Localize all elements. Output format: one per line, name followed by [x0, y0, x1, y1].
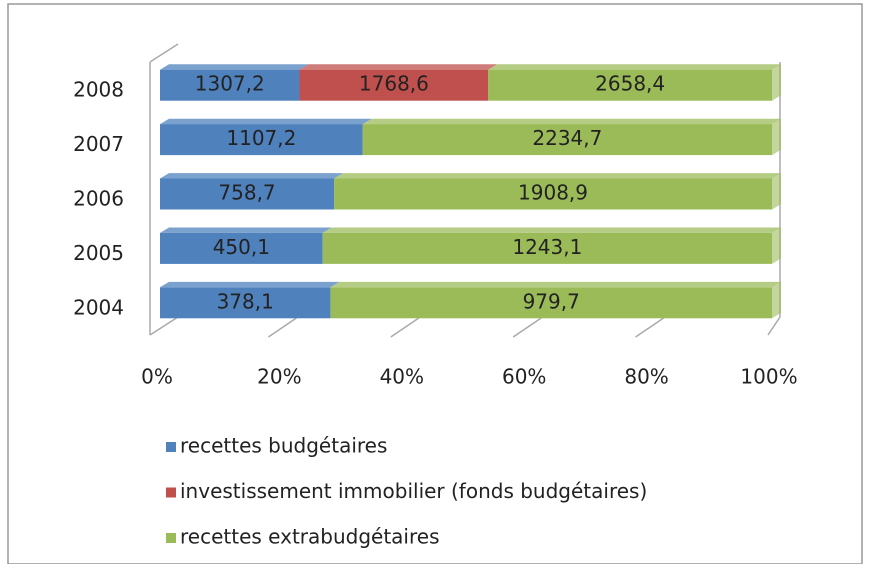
data-label: 1243,1 — [512, 235, 582, 259]
grid-line — [635, 317, 665, 338]
data-label: 758,7 — [218, 181, 275, 205]
bar-side — [772, 227, 781, 264]
bar-top — [322, 227, 781, 233]
bar-top — [160, 281, 340, 288]
bar — [160, 124, 363, 156]
data-label: 1768,6 — [359, 72, 429, 96]
bar — [160, 178, 335, 210]
bar-top — [160, 227, 332, 233]
bar-top — [160, 118, 372, 125]
y-tick-label: 2004 — [73, 295, 124, 319]
legend-swatch — [166, 533, 176, 543]
grid-line — [267, 317, 297, 338]
legend-swatch — [166, 442, 176, 452]
y-tick-label: 2008 — [73, 78, 124, 102]
bar-top — [334, 173, 781, 179]
data-label: 2234,7 — [532, 126, 602, 150]
legend-label: recettes extrabudgétaires — [180, 525, 440, 549]
data-label: 450,1 — [213, 235, 270, 259]
bar-side — [772, 281, 781, 319]
x-tick-label: 0% — [141, 365, 173, 389]
y-tick-label: 2005 — [73, 241, 124, 265]
x-tick-label: 40% — [380, 365, 424, 389]
data-label: 378,1 — [217, 289, 274, 313]
bar — [334, 178, 772, 210]
data-label: 1307,2 — [195, 72, 265, 96]
legend-label: investissement immobilier (fonds budgéta… — [180, 479, 647, 503]
x-tick-label: 100% — [740, 365, 797, 389]
bar-top — [160, 64, 309, 70]
bar-side — [772, 118, 781, 156]
x-tick-label: 80% — [624, 365, 668, 389]
data-label: 2658,4 — [595, 72, 665, 96]
bar-top — [488, 64, 781, 70]
bar-side — [772, 173, 781, 210]
x-tick-label: 60% — [502, 365, 546, 389]
data-label: 1107,2 — [226, 126, 296, 150]
floor-edge — [767, 316, 781, 336]
y-tick-label: 2007 — [73, 132, 124, 156]
bar — [160, 232, 323, 264]
bar-side — [772, 64, 781, 101]
x-tick-label: 20% — [257, 365, 301, 389]
data-label: 1908,9 — [518, 181, 588, 205]
y-tick-label: 2006 — [73, 187, 124, 211]
bar-top — [160, 173, 344, 179]
bar — [488, 69, 772, 101]
bar — [299, 69, 489, 101]
left-wall-top — [149, 43, 179, 63]
bar-top — [299, 64, 498, 70]
data-label: 979,7 — [523, 289, 580, 313]
floor-edge — [149, 316, 179, 336]
grid-line — [390, 317, 420, 338]
bar — [322, 232, 772, 264]
bar — [160, 287, 331, 319]
legend-label: recettes budgétaires — [180, 434, 387, 458]
grid-line — [512, 317, 542, 338]
legend-swatch — [166, 487, 176, 498]
bar — [160, 69, 300, 101]
bar-top — [330, 281, 781, 288]
bar-top — [362, 118, 781, 125]
bar — [362, 124, 772, 156]
bar — [330, 287, 772, 319]
